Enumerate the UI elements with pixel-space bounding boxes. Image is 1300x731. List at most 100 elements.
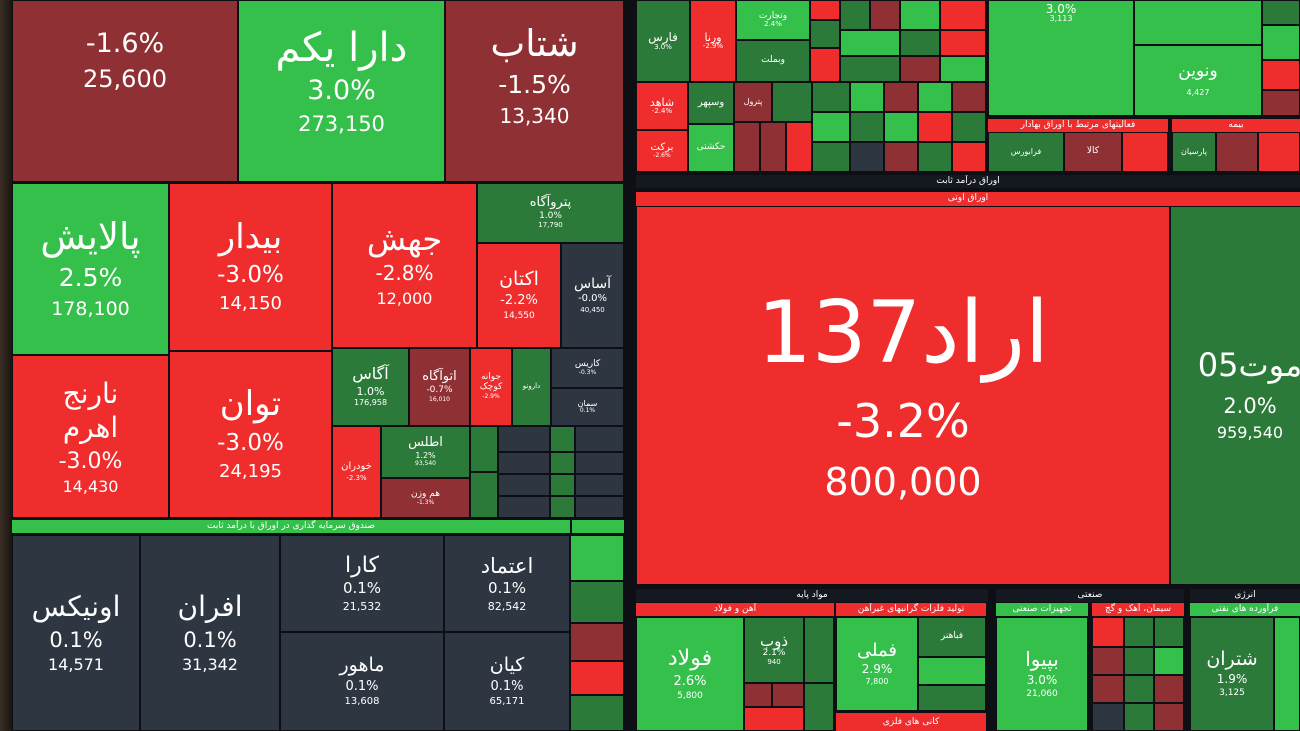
tile-small[interactable]: [1124, 617, 1154, 647]
tile-small[interactable]: [952, 112, 986, 142]
tile-small[interactable]: [575, 452, 624, 474]
tile-small[interactable]: [804, 683, 834, 731]
tile-fameli[interactable]: فملی 2.9% 7,800: [836, 617, 918, 711]
tile-small[interactable]: [812, 82, 850, 112]
tile-khodran[interactable]: خودران -2.3%: [332, 426, 381, 518]
tile-small[interactable]: [1124, 675, 1154, 703]
tile-small[interactable]: [550, 496, 575, 518]
tile-small[interactable]: [1216, 132, 1258, 172]
tile-agas[interactable]: آگاس 1.0% 176,958: [332, 348, 409, 426]
tile-narenj-ahrom[interactable]: نارنج اهرم -3.0% 14,430: [12, 355, 169, 518]
tile-small[interactable]: [1262, 60, 1300, 90]
tile-small[interactable]: [952, 142, 986, 172]
tile-small[interactable]: [570, 535, 624, 581]
tile-small[interactable]: [1262, 25, 1300, 60]
tile-zob[interactable]: ذوب 2.1% 940: [744, 617, 804, 683]
tile-small[interactable]: [940, 0, 986, 30]
tile-bidar[interactable]: بیدار -3.0% 14,150: [169, 183, 332, 351]
tile-small[interactable]: [918, 685, 986, 711]
tile-small[interactable]: [1154, 703, 1184, 731]
tile-small[interactable]: [1124, 647, 1154, 675]
tile-small[interactable]: [498, 496, 550, 518]
tile-small[interactable]: [810, 0, 840, 20]
tile-small[interactable]: [1262, 90, 1300, 116]
tile-small[interactable]: [1154, 675, 1184, 703]
tile-small[interactable]: [1092, 703, 1124, 731]
tile-daroono[interactable]: دارونو: [512, 348, 551, 426]
tile-small[interactable]: [810, 48, 840, 82]
tile-atlas[interactable]: اطلس 1.2% 93,540: [381, 426, 470, 478]
tile-tavan[interactable]: توان -3.0% 24,195: [169, 351, 332, 518]
tile-small[interactable]: [1262, 0, 1300, 25]
tile-small[interactable]: [850, 142, 884, 172]
tile-small[interactable]: [470, 426, 498, 472]
tile-barekat[interactable]: برکت -2.6%: [636, 130, 688, 172]
tile-small[interactable]: [498, 452, 550, 474]
tile-small[interactable]: [550, 452, 575, 474]
tile-small[interactable]: [918, 82, 952, 112]
tile-small[interactable]: [570, 623, 624, 661]
tile-small[interactable]: [550, 426, 575, 452]
tile-small[interactable]: [570, 581, 624, 623]
tile-petroagah[interactable]: پتروآگاه 1.0% 17,790: [477, 183, 624, 243]
tile-small[interactable]: [575, 426, 624, 452]
tile-palayesh[interactable]: پالایش 2.5% 178,100: [12, 183, 169, 355]
tile-top-mid-right[interactable]: 3.0% 3,113: [988, 0, 1134, 116]
tile-shetab[interactable]: شتاب -1.5% 13,340: [445, 0, 624, 182]
tile-small[interactable]: [884, 112, 918, 142]
tile-small[interactable]: [1092, 675, 1124, 703]
tile-small[interactable]: [1154, 647, 1184, 675]
tile-small[interactable]: [1258, 132, 1300, 172]
tile-jahesh[interactable]: جهش -2.8% 12,000: [332, 183, 477, 348]
tile-small[interactable]: [840, 56, 900, 82]
tile-small[interactable]: [870, 0, 900, 30]
tile-small[interactable]: [812, 142, 850, 172]
tile-parsian[interactable]: پارسیان: [1172, 132, 1216, 172]
tile-small[interactable]: [1122, 132, 1168, 172]
tile-small[interactable]: [812, 112, 850, 142]
tile-small[interactable]: [918, 142, 952, 172]
tile-kala[interactable]: کالا: [1064, 132, 1122, 172]
tile-mot05[interactable]: موت05 2.0% 959,540: [1170, 206, 1300, 585]
tile-small[interactable]: [550, 474, 575, 496]
tile-small[interactable]: [498, 474, 550, 496]
tile-fabahonar[interactable]: فباهنر: [918, 617, 986, 657]
tile-top-mid[interactable]: [1134, 0, 1262, 45]
tile-small[interactable]: [850, 82, 884, 112]
tile-small[interactable]: [772, 683, 804, 707]
tile-bepaya[interactable]: بپیوا 3.0% 21,060: [996, 617, 1088, 731]
tile-erad137[interactable]: اراد137 -3.2% 800,000: [636, 206, 1170, 585]
tile-small[interactable]: [840, 30, 900, 56]
tile-small[interactable]: [918, 112, 952, 142]
tile-asas[interactable]: آساس -0.0% 40,450: [561, 243, 624, 348]
tile-onyx[interactable]: اونیکس 0.1% 14,571: [12, 535, 140, 731]
tile-small[interactable]: [575, 474, 624, 496]
tile-small[interactable]: [900, 0, 940, 30]
tile-small[interactable]: [1092, 617, 1124, 647]
tile-mahoor[interactable]: ماهور 0.1% 13,608: [280, 632, 444, 731]
tile-vsepahr[interactable]: وسپهر: [688, 82, 734, 124]
tile-small[interactable]: [810, 20, 840, 48]
tile-small[interactable]: [952, 82, 986, 112]
tile-small[interactable]: [1274, 617, 1300, 731]
tile-kian[interactable]: کیان 0.1% 65,171: [444, 632, 570, 731]
tile-foolad[interactable]: فولاد 2.6% 5,800: [636, 617, 744, 731]
tile-small[interactable]: [900, 30, 940, 56]
tile-small[interactable]: [786, 122, 812, 172]
tile-farabourse[interactable]: فرابورس: [988, 132, 1064, 172]
tile-small[interactable]: [940, 56, 986, 82]
tile-small[interactable]: [570, 661, 624, 695]
tile-novin[interactable]: ونوین 4,427: [1134, 45, 1262, 116]
tile-vebmellat[interactable]: وبملت: [736, 40, 810, 82]
tile-small[interactable]: [804, 617, 834, 683]
tile-small[interactable]: [840, 0, 870, 30]
tile-petrol[interactable]: پترول: [734, 82, 772, 122]
tile-afran[interactable]: افران 0.1% 31,342: [140, 535, 280, 731]
tile-saman[interactable]: سمان 0.1%: [551, 388, 624, 426]
tile-small[interactable]: [575, 496, 624, 518]
tile-small[interactable]: [940, 30, 986, 56]
tile-small[interactable]: [1124, 703, 1154, 731]
tile-akton[interactable]: اکتان -2.2% 14,550: [477, 243, 561, 348]
tile-small[interactable]: [884, 142, 918, 172]
tile-small[interactable]: [918, 657, 986, 685]
